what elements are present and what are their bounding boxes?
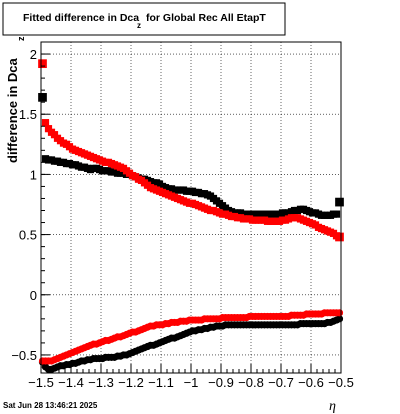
x-tick-label: −0.9: [208, 375, 234, 390]
x-tick-label: −1: [184, 375, 199, 390]
y-tick-label: 0.5: [19, 228, 37, 243]
x-tick-label: −1.2: [118, 375, 144, 390]
x-tick-label: −1.4: [58, 375, 84, 390]
title-box: [2, 2, 286, 36]
x-tick-label: −1.1: [148, 375, 174, 390]
x-tick-label: −0.8: [238, 375, 264, 390]
data-point: [44, 125, 53, 133]
data-point: [332, 210, 341, 218]
x-tick-label: −1.5: [28, 375, 54, 390]
data-markers: [38, 59, 344, 373]
data-point: [50, 131, 59, 139]
y-axis-label-main: difference in Dca: [5, 57, 20, 163]
y-axis-label: difference in Dca z: [5, 36, 26, 163]
x-tick-label: −0.6: [298, 375, 324, 390]
y-tick-label: 0: [30, 288, 37, 303]
chart-title-main: Fitted difference in Dca: [23, 12, 139, 24]
y-axis: −0.5 0 0.5 1 1.5 2: [11, 41, 50, 368]
y-axis-label-subscript: z: [16, 36, 26, 41]
x-tick-label: −1.3: [88, 375, 114, 390]
x-axis-label: η: [329, 399, 336, 414]
chart-title-suffix: for Global Rec All EtapT: [146, 12, 266, 24]
data-point: [38, 59, 47, 69]
data-point: [41, 119, 50, 127]
y-tick-label: 1.5: [19, 107, 37, 122]
y-tick-label: −0.5: [11, 348, 37, 363]
data-point: [335, 197, 344, 207]
y-tick-label: 1: [30, 167, 37, 182]
y-tick-label: 2: [30, 47, 37, 62]
x-axis: −1.5 −1.4 −1.3 −1.2 −1.1 −1 −0.9 −0.8 −0.7 −0.6 −0…: [28, 364, 354, 390]
x-tick-label: −0.7: [268, 375, 294, 390]
data-point: [335, 232, 344, 242]
footer-timestamp: Sat Jun 28 13:46:21 2025: [3, 401, 98, 410]
chart-title-subscript: z: [137, 21, 141, 30]
x-tick-label: −0.5: [328, 375, 354, 390]
chart-title: Fitted difference in Dca z for Global Re…: [23, 12, 266, 30]
data-point: [38, 93, 47, 102]
data-point: [335, 309, 344, 317]
